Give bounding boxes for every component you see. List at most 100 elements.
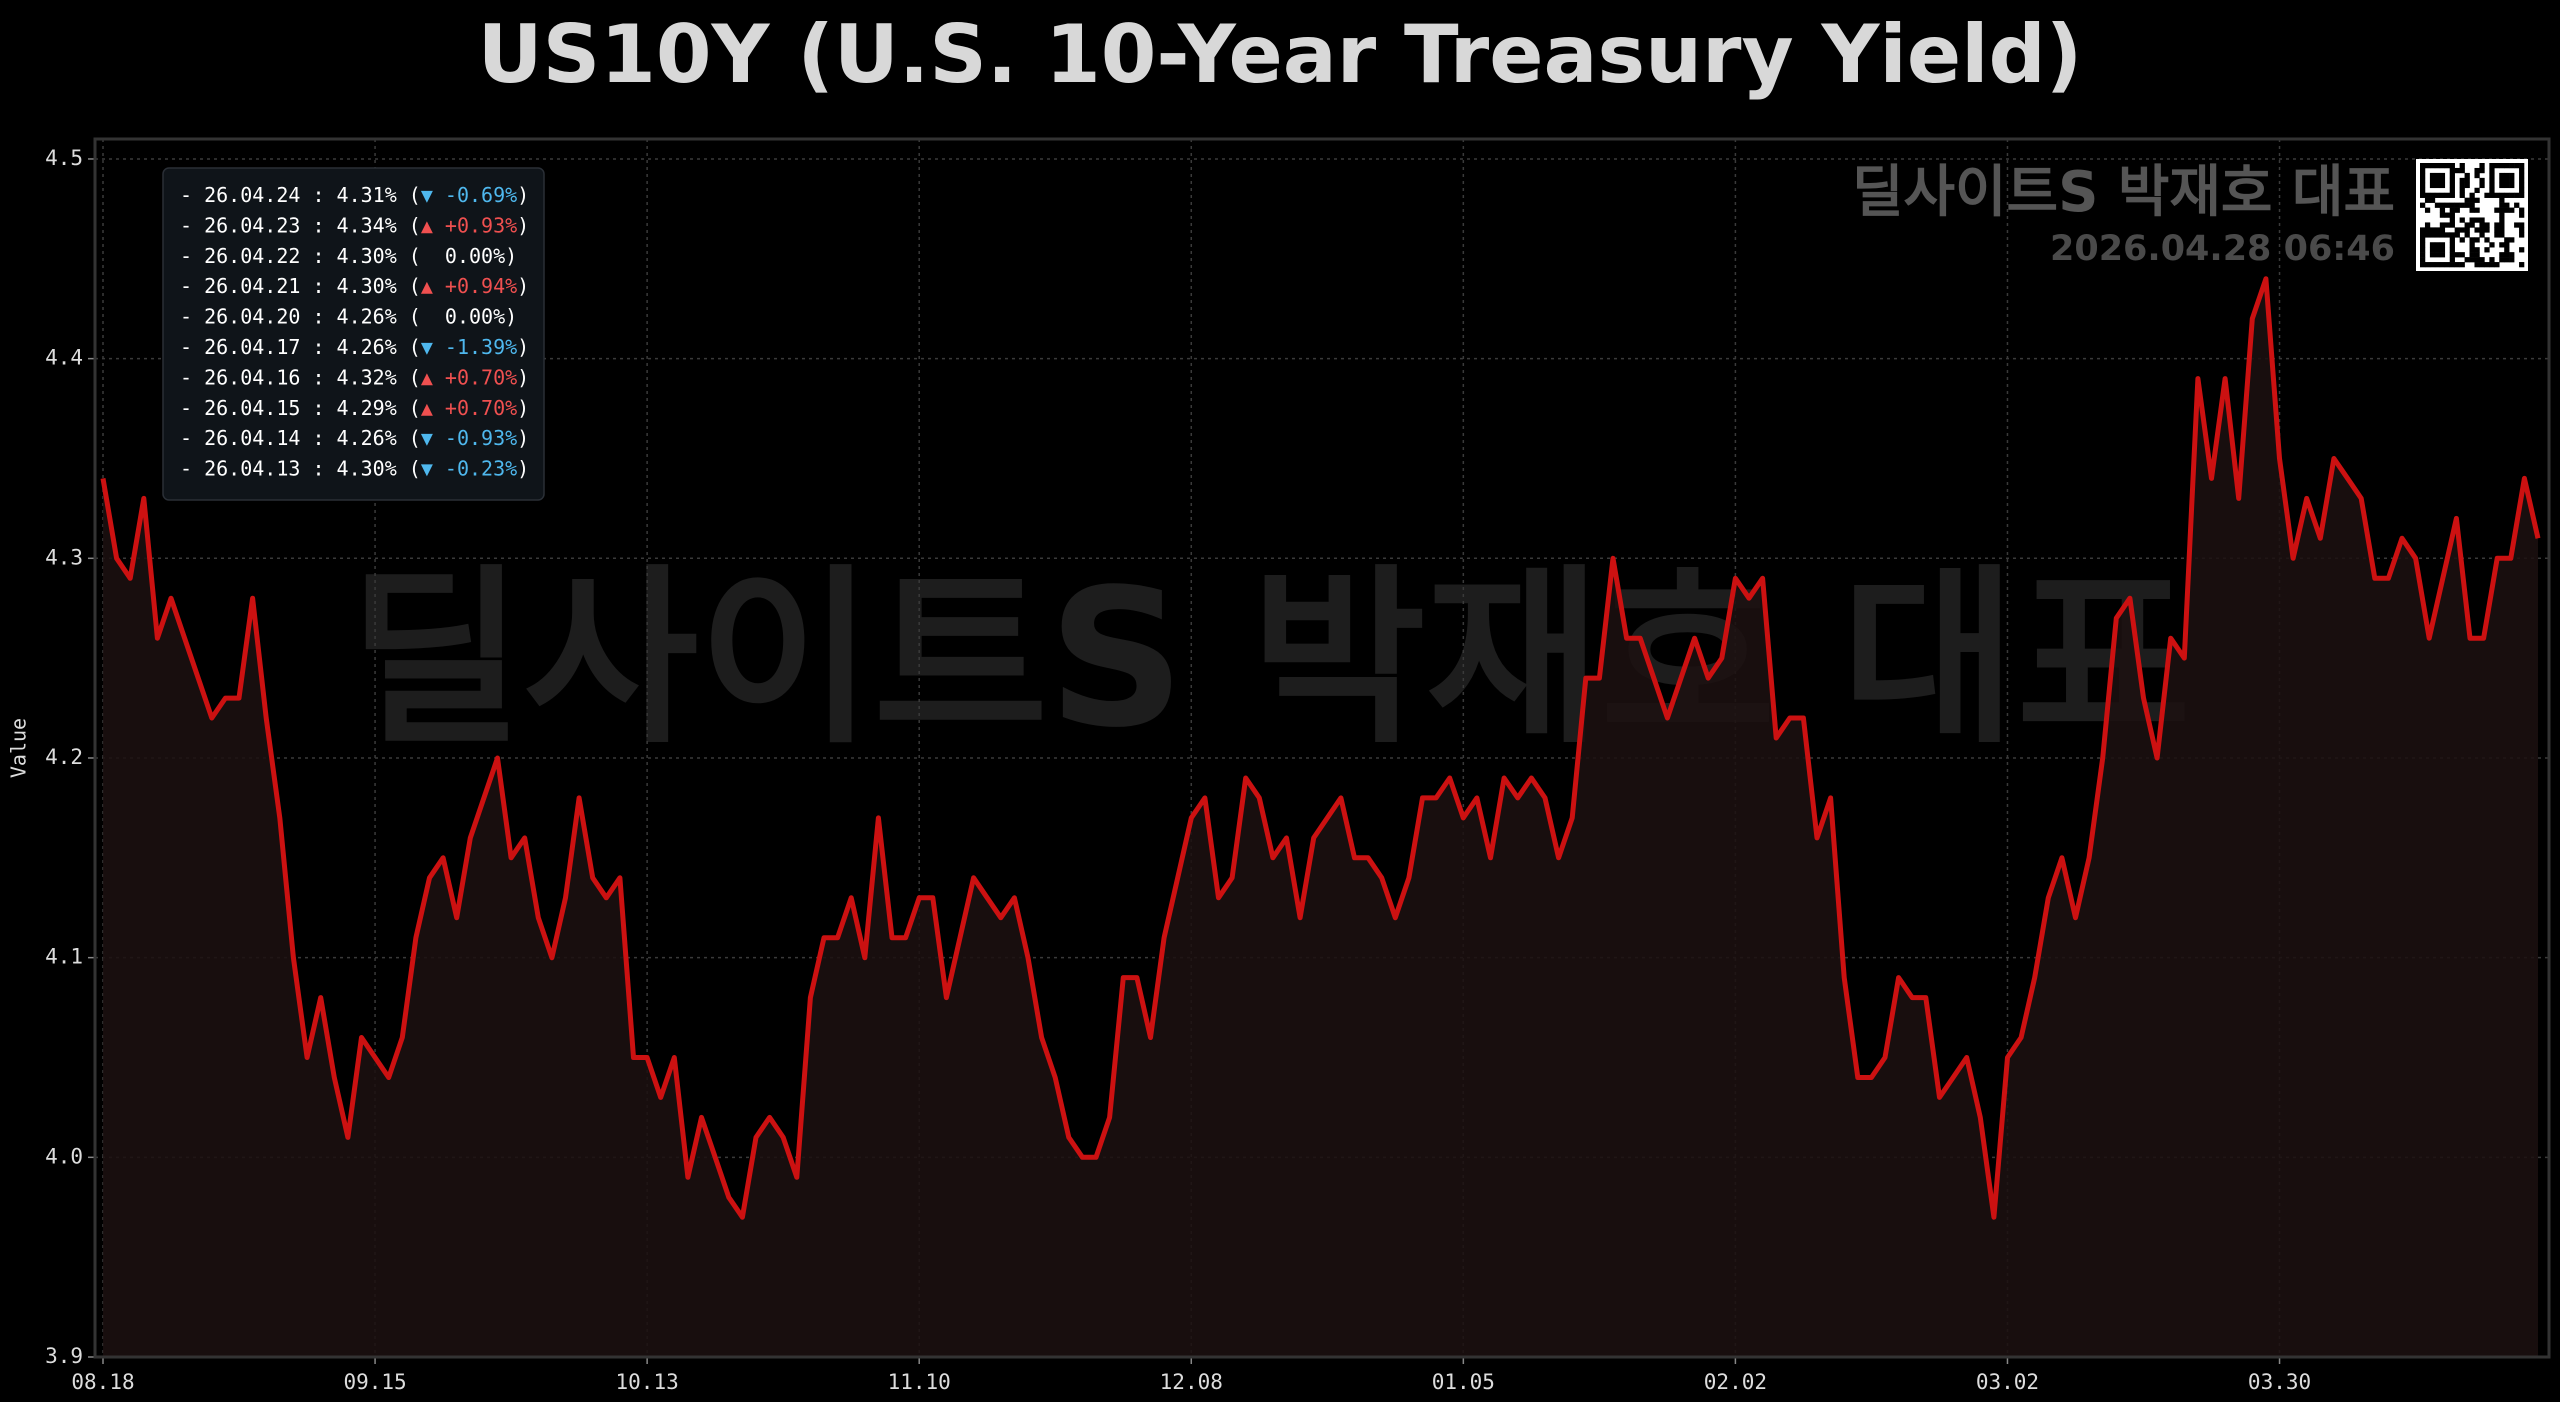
qr-cell	[2494, 227, 2500, 233]
qr-cell	[2444, 232, 2451, 238]
qr-cell	[2519, 177, 2525, 184]
qr-cell	[2469, 242, 2475, 248]
legend-text: - 26.04.15 : 4.29% (	[180, 395, 421, 419]
qr-cell	[2420, 177, 2426, 184]
qr-cell	[2484, 227, 2490, 233]
qr-cell	[2439, 212, 2446, 218]
qr-cell	[2464, 172, 2470, 179]
qr-cell	[2449, 262, 2455, 268]
qr-cell	[2434, 177, 2441, 184]
qr-cell	[2424, 197, 2431, 203]
qr-cell	[2469, 202, 2475, 208]
qr-cell	[2474, 247, 2480, 253]
legend-text: )	[517, 183, 529, 207]
qr-cell	[2420, 192, 2426, 198]
qr-cell	[2499, 172, 2505, 179]
qr-cell	[2420, 163, 2426, 169]
qr-cell	[2519, 182, 2525, 189]
qr-cell	[2469, 222, 2475, 228]
qr-cell	[2479, 257, 2485, 263]
qr-cell	[2519, 167, 2525, 174]
qr-cell	[2439, 242, 2446, 248]
y-tick-label: 4.5	[45, 146, 83, 170]
legend-entry: - 26.04.16 : 4.32% (▲ +0.70%)	[180, 365, 529, 389]
x-tick-label: 10.13	[616, 1370, 679, 1394]
qr-cell	[2484, 222, 2490, 228]
qr-cell	[2469, 192, 2475, 198]
qr-cell	[2459, 182, 2465, 189]
legend-entry: - 26.04.23 : 4.34% (▲ +0.93%)	[180, 213, 529, 237]
qr-cell	[2489, 177, 2495, 184]
x-tick-label: 01.05	[1432, 1370, 1495, 1394]
qr-cell	[2449, 212, 2455, 218]
qr-cell	[2420, 257, 2426, 263]
qr-cell	[2484, 262, 2490, 268]
qr-cell	[2449, 247, 2455, 253]
qr-cell	[2489, 192, 2495, 198]
qr-cell	[2429, 227, 2436, 233]
qr-cell	[2509, 237, 2515, 243]
qr-cell	[2474, 257, 2480, 263]
qr-cell	[2519, 187, 2525, 194]
qr-cell	[2439, 192, 2446, 198]
qr-cell	[2434, 192, 2441, 198]
qr-cell	[2499, 252, 2505, 258]
qr-cell	[2509, 252, 2515, 258]
y-tick-label: 4.2	[45, 745, 83, 769]
qr-cell	[2424, 227, 2431, 233]
qr-cell	[2429, 177, 2436, 184]
qr-cell	[2449, 172, 2455, 179]
qr-cell	[2519, 207, 2525, 213]
qr-cell	[2469, 207, 2475, 213]
qr-cell	[2434, 227, 2441, 233]
qr-cell	[2439, 252, 2446, 258]
qr-cell	[2420, 227, 2426, 233]
qr-cell	[2429, 262, 2436, 268]
qr-cell	[2514, 222, 2520, 228]
qr-cell	[2474, 237, 2480, 243]
legend-text: - 26.04.23 : 4.34% (	[180, 213, 421, 237]
qr-cell	[2494, 163, 2500, 169]
legend-text: )	[517, 426, 529, 450]
qr-cell	[2449, 177, 2455, 184]
qr-cell	[2489, 163, 2495, 169]
qr-cell	[2439, 222, 2446, 228]
legend-change: ▲ +0.93%	[421, 213, 517, 237]
qr-cell	[2509, 172, 2515, 179]
legend-change: ▲ +0.70%	[421, 395, 517, 419]
qr-cell	[2504, 182, 2510, 189]
qr-cell	[2479, 163, 2485, 169]
qr-cell	[2434, 232, 2441, 238]
qr-cell	[2464, 177, 2470, 184]
x-tick-label: 03.02	[1976, 1370, 2039, 1394]
qr-cell	[2509, 182, 2515, 189]
qr-cell	[2479, 167, 2485, 174]
qr-cell	[2434, 202, 2441, 208]
qr-cell	[2420, 242, 2426, 248]
legend-entry: - 26.04.20 : 4.26% ( 0.00%)	[180, 304, 517, 328]
qr-cell	[2519, 232, 2525, 238]
legend-change: ▼ -0.93%	[421, 426, 517, 450]
qr-cell	[2424, 232, 2431, 238]
qr-cell	[2449, 192, 2455, 198]
plot-area: 딜사이트S 박재호 대표 3.9 4.0 4.1 4.2 4.3 4.4 4.5 08.18 09…	[45, 137, 2551, 1394]
qr-cell	[2424, 192, 2431, 198]
qr-cell	[2429, 172, 2436, 179]
qr-cell	[2519, 192, 2525, 198]
legend-text: )	[517, 335, 529, 359]
qr-cell	[2494, 207, 2500, 213]
qr-cell	[2420, 237, 2426, 243]
qr-cell	[2469, 247, 2475, 253]
qr-cell	[2504, 242, 2510, 248]
qr-cell	[2489, 187, 2495, 194]
qr-cell	[2464, 257, 2470, 263]
legend-text: - 26.04.20 : 4.26% (	[180, 304, 421, 328]
qr-cell	[2420, 167, 2426, 174]
qr-cell	[2474, 207, 2480, 213]
qr-cell	[2449, 187, 2455, 194]
qr-cell	[2444, 192, 2451, 198]
qr-cell	[2459, 252, 2465, 258]
qr-cell	[2499, 242, 2505, 248]
qr-cell	[2454, 207, 2460, 213]
y-tick-label: 4.0	[45, 1144, 83, 1168]
